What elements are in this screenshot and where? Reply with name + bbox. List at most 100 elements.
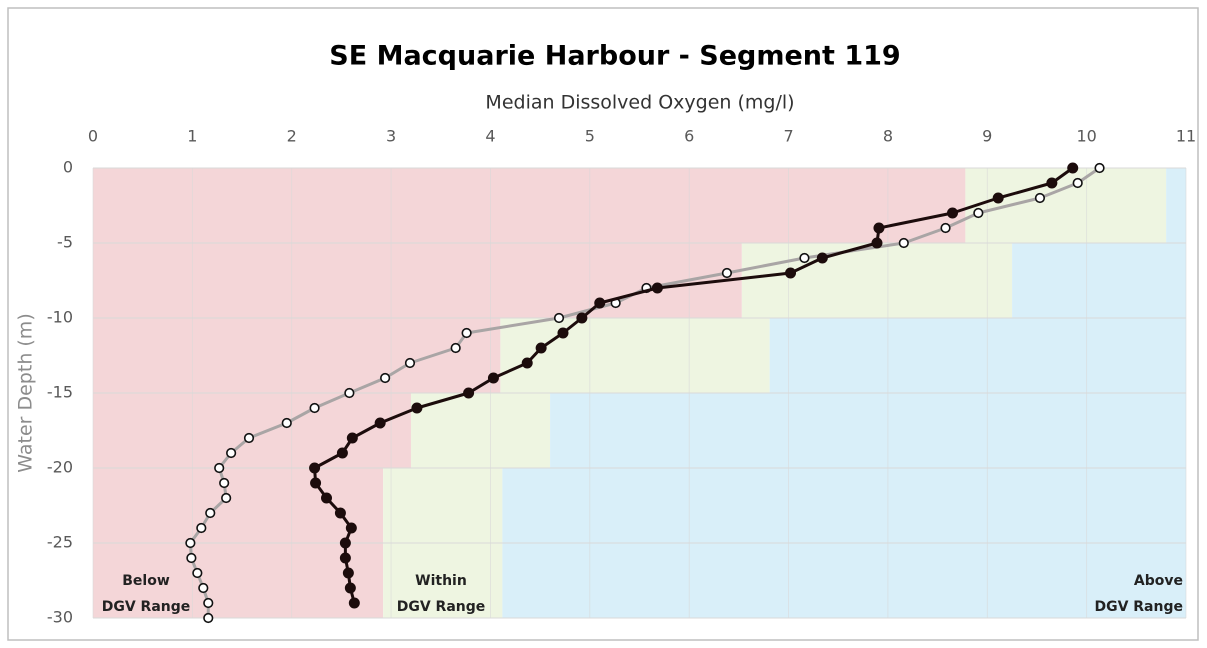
annotation: Below [122, 573, 170, 589]
band-above [550, 393, 1186, 468]
data-point [1094, 162, 1105, 174]
band-within [741, 243, 1013, 318]
x-tick-label: 6 [684, 127, 694, 146]
data-point [940, 222, 951, 234]
data-point [557, 327, 569, 339]
x-tick-label: 4 [485, 127, 495, 146]
data-point [411, 402, 423, 414]
data-point [198, 582, 209, 594]
data-point [342, 567, 354, 579]
band-above [1166, 168, 1186, 243]
annotation: DGV Range [397, 599, 486, 615]
band-below [93, 168, 966, 243]
annotation: Above [1134, 573, 1183, 589]
band-within [500, 318, 770, 393]
data-point [487, 372, 499, 384]
x-tick-label: 3 [386, 127, 396, 146]
x-tick-label: 8 [883, 127, 893, 146]
data-point [521, 357, 533, 369]
data-point [243, 432, 255, 444]
data-point [344, 387, 355, 399]
data-point [992, 192, 1004, 204]
y-tick-label: 0 [63, 158, 73, 177]
y-tick-label: -15 [47, 383, 73, 402]
data-point [799, 252, 810, 264]
data-point [196, 522, 207, 534]
data-point [186, 552, 197, 564]
data-point [651, 282, 663, 294]
data-point [321, 492, 333, 504]
data-point [219, 477, 230, 489]
y-tick-label: -30 [47, 608, 73, 627]
data-point [898, 237, 909, 249]
annotation: DGV Range [1094, 599, 1183, 615]
data-point [346, 432, 358, 444]
x-axis-label: Median Dissolved Oxygen (mg/l) [485, 92, 794, 114]
data-point [816, 252, 828, 264]
band-above [769, 318, 1186, 393]
data-point [1067, 162, 1079, 174]
data-point [336, 447, 348, 459]
x-tick-label: 1 [187, 127, 197, 146]
x-tick-label: 9 [982, 127, 992, 146]
data-point [339, 537, 351, 549]
data-point [226, 447, 237, 459]
data-point [309, 402, 320, 414]
band-below [93, 243, 742, 318]
y-tick-label: -5 [57, 233, 73, 252]
data-point [553, 312, 565, 324]
data-point [334, 507, 346, 519]
y-tick-label: -10 [47, 308, 73, 327]
data-point [461, 327, 472, 339]
data-point [946, 207, 958, 219]
band-below [93, 393, 411, 468]
band-below [93, 318, 501, 393]
data-point [576, 312, 588, 324]
data-point [873, 222, 885, 234]
data-point [345, 522, 357, 534]
data-point [374, 417, 386, 429]
y-axis-label: Water Depth (m) [15, 313, 37, 472]
y-tick-label: -25 [47, 533, 73, 552]
band-within [965, 168, 1167, 243]
x-tick-label: 0 [88, 127, 98, 146]
data-point [380, 372, 391, 384]
chart-title: SE Macquarie Harbour - Segment 119 [329, 41, 900, 72]
data-point [339, 552, 351, 564]
data-point [185, 537, 196, 549]
data-point [310, 477, 322, 489]
data-point [203, 612, 214, 624]
data-point [221, 492, 232, 504]
data-point [348, 597, 360, 609]
x-tick-label: 10 [1076, 127, 1096, 146]
data-point [214, 462, 225, 474]
data-point [973, 207, 984, 219]
data-point [785, 267, 797, 279]
data-point [450, 342, 461, 354]
x-tick-label: 11 [1176, 127, 1196, 146]
annotation: DGV Range [102, 599, 191, 615]
data-point [281, 417, 292, 429]
data-point [309, 462, 321, 474]
x-tick-label: 5 [585, 127, 595, 146]
data-point [192, 567, 203, 579]
x-tick-label: 2 [287, 127, 297, 146]
data-point [535, 342, 547, 354]
data-point [594, 297, 606, 309]
y-tick-label: -20 [47, 458, 73, 477]
data-point [721, 267, 733, 279]
data-point [205, 507, 216, 519]
data-point [463, 387, 475, 399]
x-tick-label: 7 [783, 127, 793, 146]
data-point [871, 237, 883, 249]
band-within [410, 393, 551, 468]
data-point [344, 582, 356, 594]
band-above [1012, 243, 1186, 318]
data-point [203, 597, 214, 609]
data-point [1034, 192, 1046, 204]
data-point [1072, 177, 1083, 189]
annotation: Within [415, 573, 467, 589]
data-point [1046, 177, 1058, 189]
data-point [404, 357, 416, 369]
